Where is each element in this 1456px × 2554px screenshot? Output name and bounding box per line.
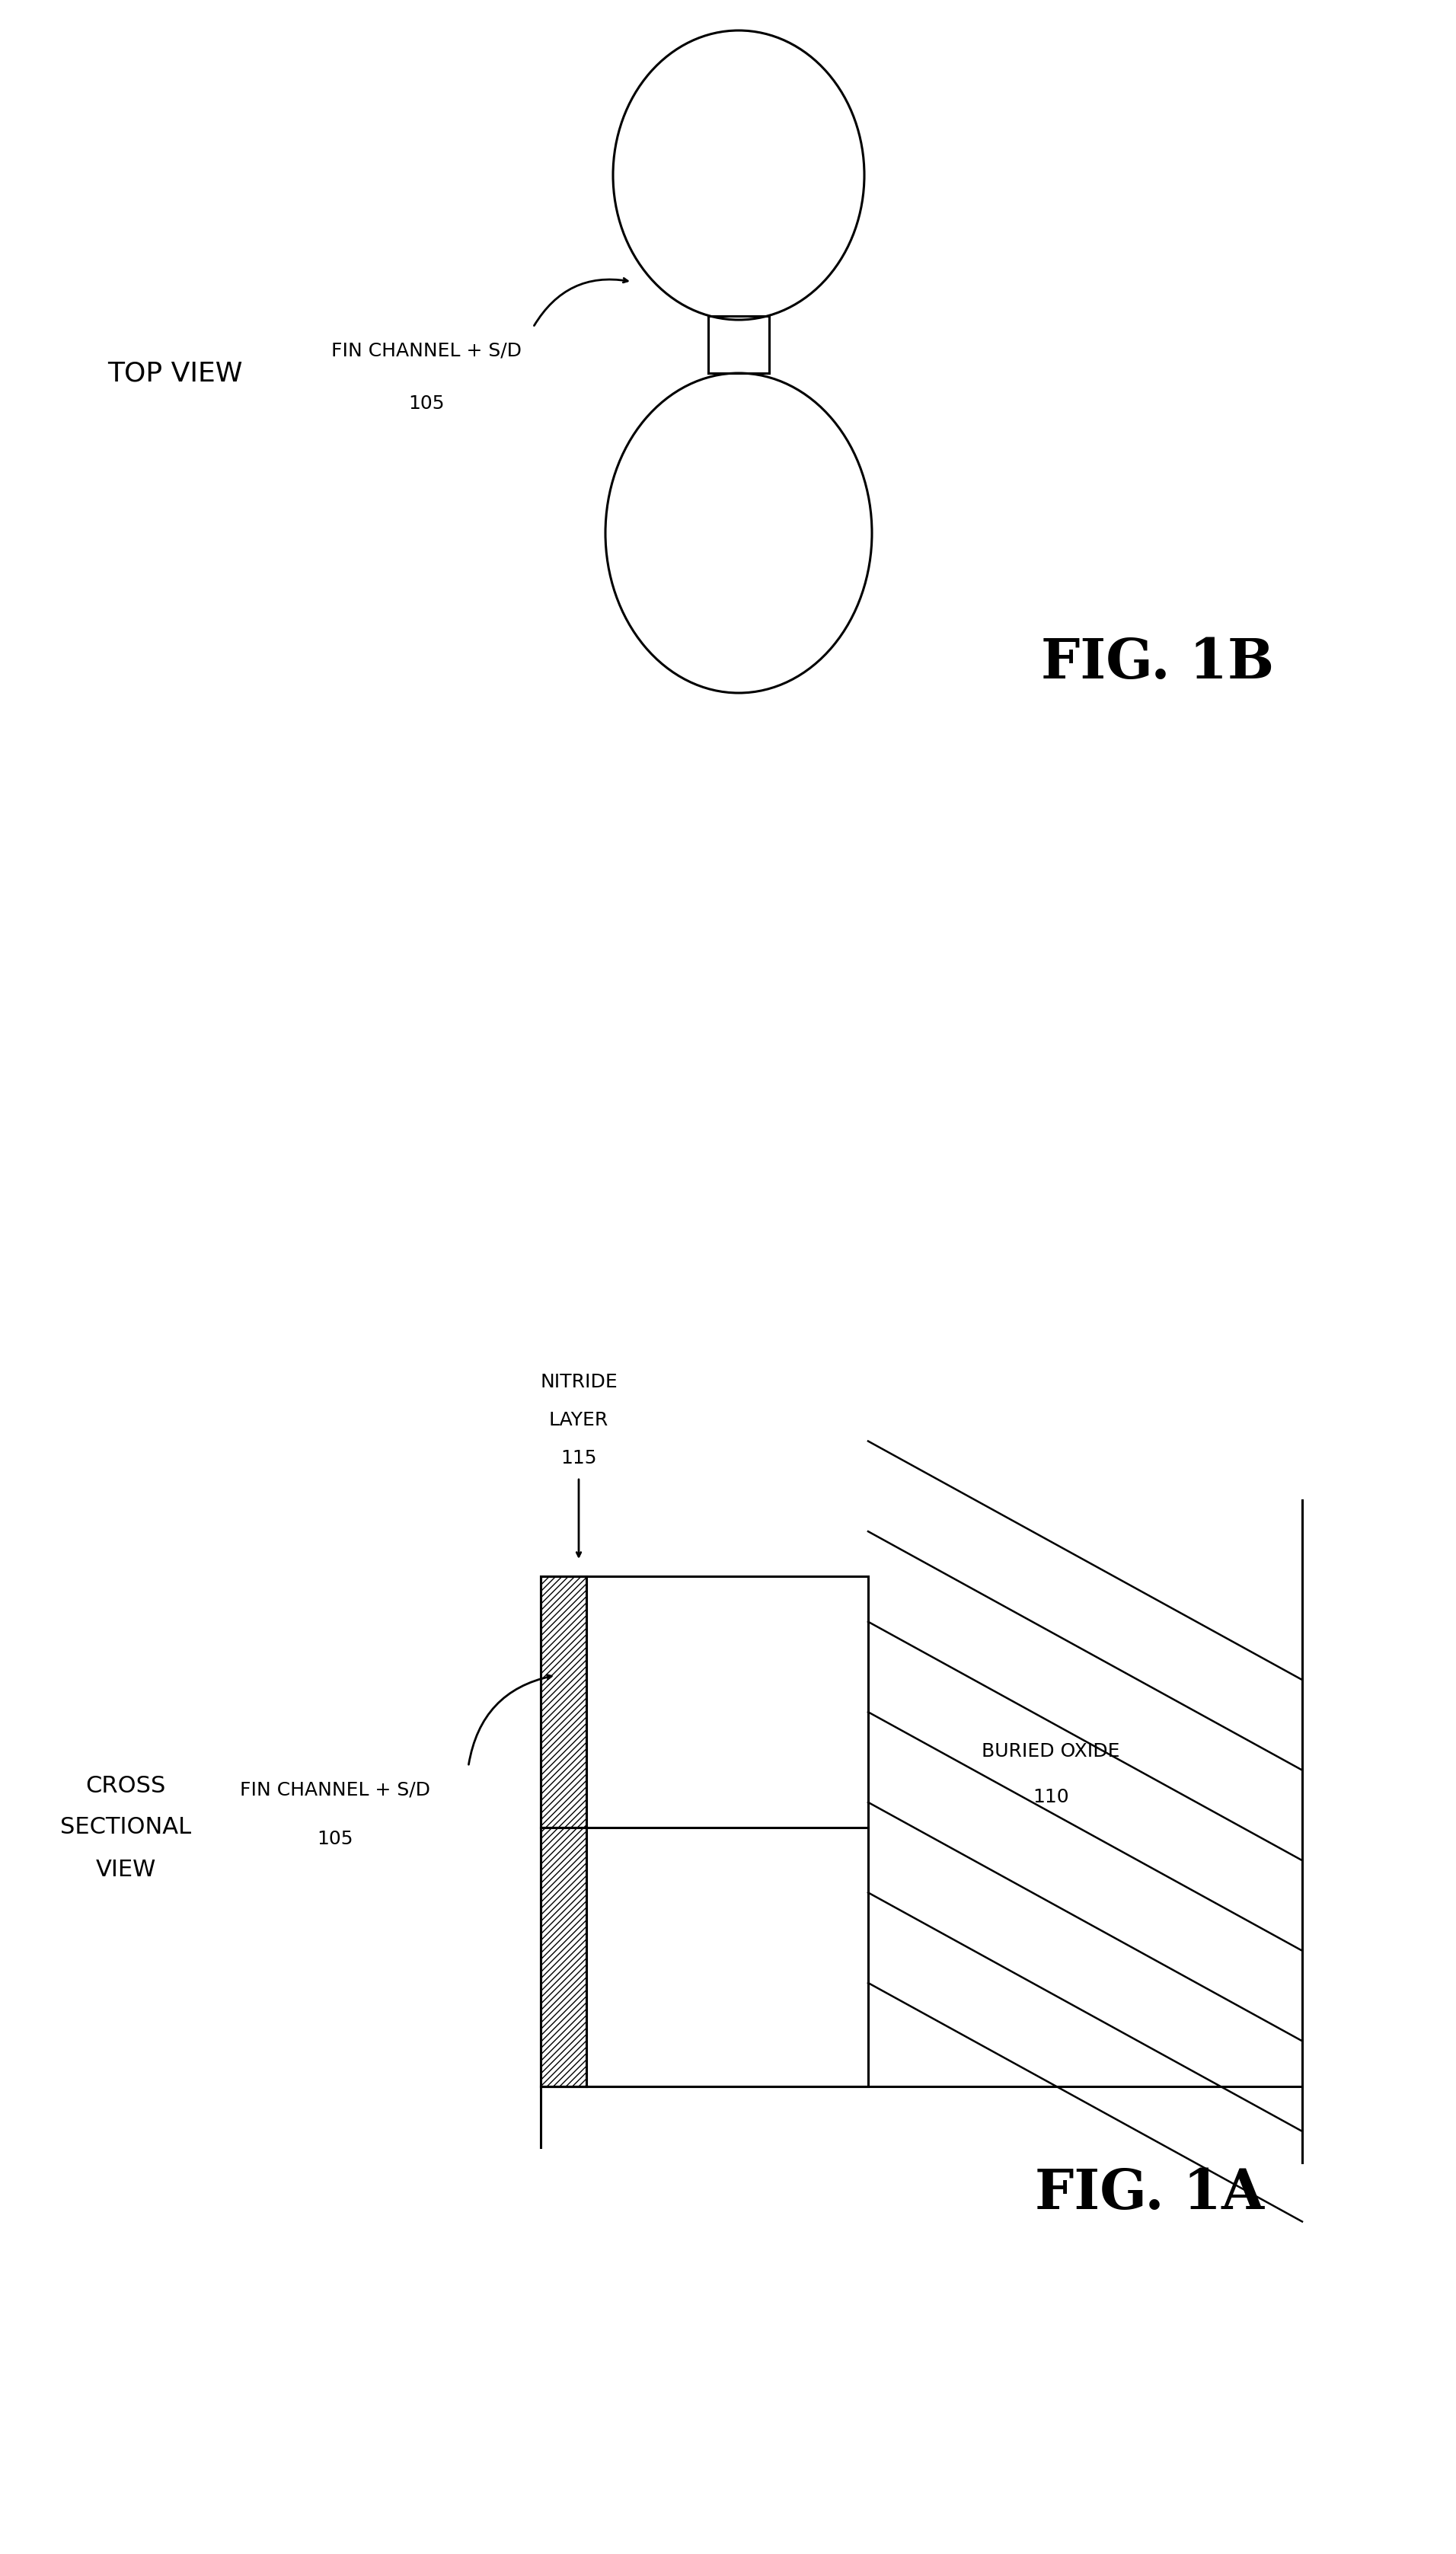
- Text: TOP VIEW: TOP VIEW: [108, 360, 243, 386]
- Text: 115: 115: [561, 1448, 597, 1469]
- Bar: [540, 1829, 587, 2087]
- Text: 110: 110: [1032, 1788, 1069, 1806]
- Text: 105: 105: [317, 1829, 354, 1849]
- Text: NITRIDE: NITRIDE: [540, 1374, 617, 1392]
- Bar: [540, 1576, 587, 1829]
- Text: FIG. 1B: FIG. 1B: [1041, 636, 1274, 690]
- Text: FIN CHANNEL + S/D: FIN CHANNEL + S/D: [332, 342, 521, 360]
- Bar: [540, 1576, 868, 2087]
- Text: FIN CHANNEL + S/D: FIN CHANNEL + S/D: [240, 1780, 431, 1798]
- Bar: [540, 1576, 868, 2087]
- Text: FIG. 1A: FIG. 1A: [1035, 2166, 1264, 2219]
- Text: BURIED OXIDE: BURIED OXIDE: [981, 1742, 1120, 1760]
- Text: CROSS: CROSS: [86, 1775, 166, 1795]
- Text: VIEW: VIEW: [96, 1859, 156, 1880]
- Text: SECTIONAL: SECTIONAL: [60, 1816, 191, 1839]
- Text: 105: 105: [408, 393, 444, 414]
- Text: LAYER: LAYER: [549, 1410, 609, 1430]
